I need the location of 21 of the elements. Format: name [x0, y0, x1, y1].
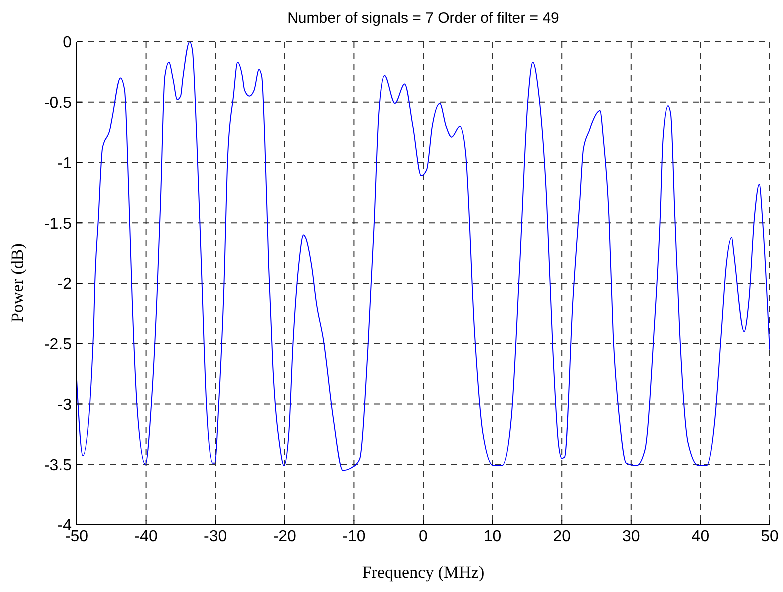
y-tick-label: 0: [63, 34, 72, 52]
x-tick-label: 0: [419, 528, 428, 546]
y-axis-title: Power (dB): [8, 242, 28, 324]
y-tick-label: -2.5: [44, 336, 72, 354]
x-tick-label: 30: [622, 528, 640, 546]
x-tick-label: -30: [204, 528, 228, 546]
y-tick-label: -1: [58, 155, 72, 172]
y-tick-label: -1.5: [44, 216, 72, 233]
x-tick-label: 40: [692, 528, 710, 546]
x-axis-title: Frequency (MHz): [361, 563, 486, 583]
y-tick-label: -2: [58, 276, 72, 294]
x-tick-label: -10: [342, 528, 366, 546]
x-tick-label: 10: [484, 528, 502, 546]
x-tick-label: -40: [134, 528, 158, 546]
x-tick-label: -20: [273, 528, 297, 546]
chart-title: Number of signals = 7 Order of filter = 49: [286, 10, 560, 27]
y-tick-label: -3: [58, 396, 72, 414]
y-tick-label: -3.5: [44, 457, 72, 474]
x-tick-label: 20: [553, 528, 572, 546]
y-tick-label: -0.5: [44, 95, 72, 112]
x-tick-label: 50: [761, 528, 779, 546]
